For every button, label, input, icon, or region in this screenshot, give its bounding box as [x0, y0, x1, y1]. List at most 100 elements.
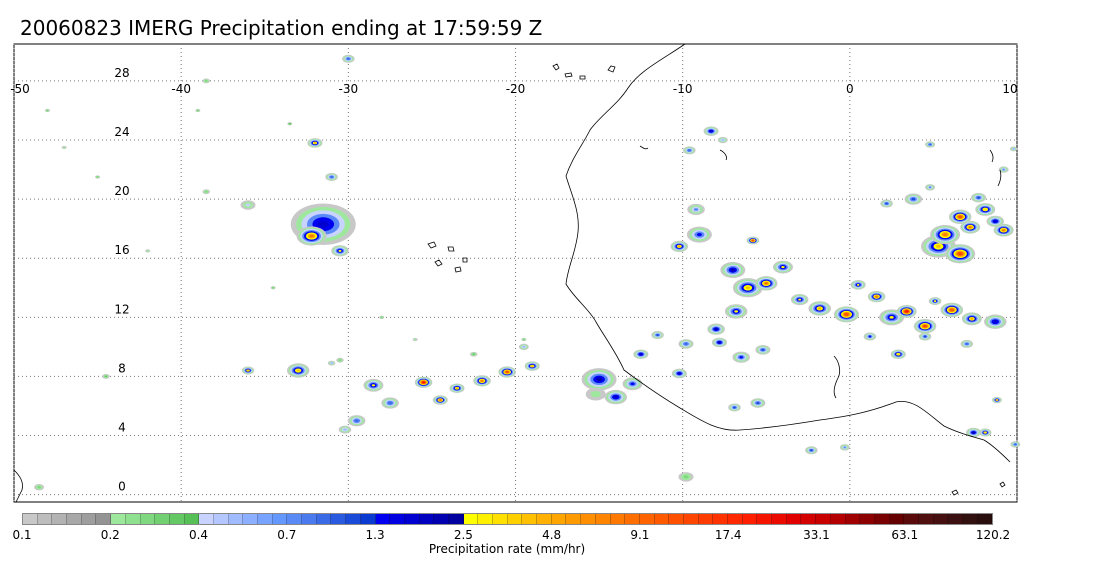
precipitation-cell: [943, 233, 947, 236]
colorbar-swatch: [37, 514, 53, 524]
colorbar-swatch: [375, 514, 391, 524]
colorbar-swatch: [845, 514, 861, 524]
precipitation-cell: [984, 431, 987, 434]
precipitation-cell: [714, 328, 718, 331]
colorbar-swatch: [493, 514, 508, 524]
colorbar-swatch: [140, 514, 156, 524]
latitude-label: 4: [118, 421, 126, 435]
colorbar-swatch: [419, 514, 435, 524]
latitude-label: 0: [118, 480, 126, 494]
south-america-coast: [13, 469, 23, 503]
precipitation-cell: [338, 359, 342, 362]
latitude-label: 8: [118, 361, 126, 375]
precipitation-cell: [856, 283, 860, 286]
precipitation-cell: [288, 122, 292, 125]
precipitation-cell: [897, 353, 900, 356]
canary-islands: [552, 63, 616, 80]
colorbar: [22, 513, 993, 525]
precipitation-cell: [613, 395, 618, 399]
colorbar-swatch: [918, 514, 934, 524]
colorbar-swatch: [96, 514, 112, 524]
colorbar-swatch: [228, 514, 244, 524]
precipitation-cell: [656, 334, 659, 337]
precipitation-cell: [371, 384, 376, 387]
colorbar-tick-label: 63.1: [891, 528, 919, 542]
precipitation-cell: [756, 402, 760, 405]
precipitation-cell: [683, 475, 689, 479]
precipitation-cell: [104, 375, 108, 378]
precipitation-cell: [330, 175, 333, 178]
precipitation-cell: [531, 365, 534, 368]
colorbar-swatch: [830, 514, 846, 524]
longitude-label: -10: [673, 82, 693, 96]
colorbar-tick-label: 33.1: [803, 528, 830, 542]
precipitation-cell: [1014, 443, 1017, 446]
colorbar-swatch: [125, 514, 141, 524]
precipitation-cell: [1002, 168, 1005, 171]
precipitation-cell: [338, 249, 342, 252]
precipitation-cell: [733, 406, 736, 409]
precipitation-cell: [721, 139, 725, 142]
precipitation-cell: [296, 369, 300, 372]
colorbar-tick-label: 0.2: [100, 528, 120, 542]
colorbar-swatch: [243, 514, 258, 524]
colorbar-swatch: [801, 514, 817, 524]
colorbar-swatch: [669, 514, 684, 524]
colorbar-swatch: [566, 514, 582, 524]
precipitation-cell: [970, 317, 974, 320]
precipitation-cell: [317, 220, 329, 228]
colorbar-swatch: [963, 514, 978, 524]
colorbar-swatch: [904, 514, 919, 524]
precipitation-cell: [347, 57, 350, 60]
precipitation-cell: [590, 390, 601, 398]
colorbar-swatch: [874, 514, 890, 524]
colorbar-swatch: [713, 514, 728, 524]
precipitation-cell: [935, 244, 941, 249]
colorbar-tick-label: 120.2: [975, 528, 1011, 542]
precipitation-cell: [995, 399, 999, 402]
precipitation-cell: [798, 298, 802, 301]
colorbar-swatch: [272, 514, 288, 524]
precipitation-cell: [885, 202, 888, 205]
colorbar-swatch: [111, 514, 126, 524]
colorbar-tick-label: 1.3: [365, 528, 385, 542]
colorbar-swatch: [889, 514, 905, 524]
colorbar-swatch: [610, 514, 626, 524]
precipitation-cell: [245, 203, 251, 207]
precipitation-cell: [993, 320, 998, 323]
precipitation-cell: [522, 338, 526, 341]
colorbar-swatch: [302, 514, 317, 524]
precipitation-cell: [343, 428, 347, 431]
precipitation-cell: [630, 382, 635, 386]
gulf-of-guinea-islands: [951, 481, 1006, 496]
colorbar-swatch: [404, 514, 420, 524]
colorbar-swatch: [478, 514, 493, 524]
precipitation-cell: [993, 220, 997, 223]
precipitation-cell: [845, 313, 848, 316]
precipitation-cell: [868, 335, 872, 338]
colorbar-swatch: [199, 514, 214, 524]
precipitation-cell: [37, 486, 41, 489]
colorbar-swatch: [772, 514, 787, 524]
map-title: 20060823 IMERG Precipitation ending at 1…: [20, 16, 543, 40]
precipitation-cell: [928, 186, 932, 189]
colorbar-swatch: [390, 514, 405, 524]
longitude-label: -40: [171, 82, 191, 96]
colorbar-swatch: [434, 514, 449, 524]
latitude-label: 12: [114, 302, 129, 316]
west-africa-coastline: [565, 43, 1011, 463]
colorbar-swatch: [213, 514, 229, 524]
precipitation-cell: [309, 234, 314, 238]
colorbar-title: Precipitation rate (mm/hr): [428, 542, 586, 556]
colorbar-swatch: [742, 514, 758, 524]
precipitation-cell: [911, 198, 916, 201]
colorbar-swatch: [698, 514, 714, 524]
longitude-label: -50: [10, 82, 30, 96]
precipitation-cell: [472, 353, 475, 356]
colorbar-swatch: [81, 514, 97, 524]
colorbar-swatch: [155, 514, 170, 524]
interior-lakes: [639, 145, 1002, 399]
colorbar-swatch: [316, 514, 332, 524]
precipitation-cell: [958, 215, 962, 218]
colorbar-swatch: [639, 514, 655, 524]
